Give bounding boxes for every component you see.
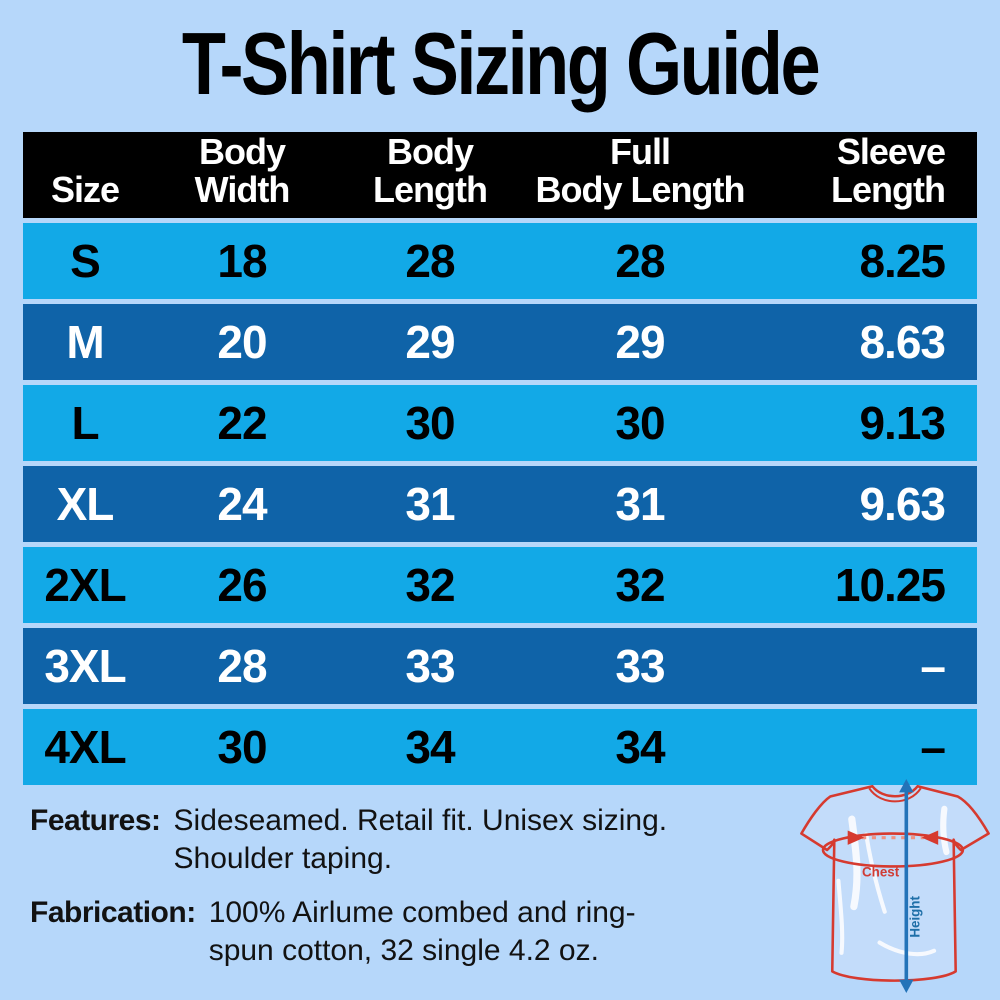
cell-size: M: [66, 316, 104, 368]
features-text: Sideseamed. Retail fit. Unisex sizing. S…: [174, 802, 668, 878]
cell-body-width: 22: [217, 397, 267, 449]
table-header-row: Size Body Width Body Length Full Body Le…: [23, 132, 977, 218]
fabrication-paragraph: Fabrication: 100% Airlume combed and rin…: [30, 894, 775, 970]
fabrication-label: Fabrication:: [30, 896, 196, 929]
cell-sleeve-length: –: [920, 640, 946, 692]
cell-sleeve-length: 9.13: [859, 397, 946, 449]
cell-sleeve-length: 8.63: [859, 316, 946, 368]
cell-body-width: 28: [217, 640, 267, 692]
fabrication-text: 100% Airlume combed and ring- spun cotto…: [209, 894, 636, 970]
cell-size: S: [70, 235, 101, 287]
cell-size: 3XL: [44, 640, 126, 692]
cell-full-body-length: 31: [615, 478, 665, 530]
header-line: Length: [831, 169, 946, 210]
sizing-table: Size Body Width Body Length Full Body Le…: [23, 132, 977, 785]
cell-size: 4XL: [44, 721, 126, 773]
cell-full-body-length: 29: [615, 316, 665, 368]
cell-full-body-length: 32: [615, 559, 665, 611]
cell-sleeve-length: 8.25: [859, 235, 946, 287]
table-row-xl: XL 24 31 31 9.63: [23, 466, 977, 542]
features-paragraph: Features: Sideseamed. Retail fit. Unisex…: [30, 802, 775, 878]
collar-inner-line: [868, 787, 922, 803]
tshirt-measurement-diagram: Chest Height: [800, 779, 990, 993]
cell-size: L: [71, 397, 99, 449]
header-line: Width: [194, 169, 291, 210]
features-line-1: Sideseamed. Retail fit. Unisex sizing.: [173, 804, 668, 837]
cell-body-length: 30: [405, 397, 455, 449]
header-line: Body Length: [535, 169, 746, 210]
table-row-3xl: 3XL 28 33 33 –: [23, 628, 977, 704]
height-label: Height: [908, 896, 923, 938]
cell-body-width: 30: [217, 721, 267, 773]
features-label: Features:: [30, 804, 161, 837]
cell-size: 2XL: [44, 559, 126, 611]
cell-size: XL: [56, 478, 115, 530]
header-line: Size: [50, 169, 120, 210]
header-line: Body: [387, 131, 474, 172]
table-row-m: M 20 29 29 8.63: [23, 304, 977, 380]
header-line: Body: [199, 131, 286, 172]
cell-body-length: 29: [405, 316, 455, 368]
cell-full-body-length: 33: [615, 640, 665, 692]
header-cell-body-width: Body Width: [147, 132, 337, 218]
cell-sleeve-length: 9.63: [859, 478, 946, 530]
fabrication-line-2: spun cotton, 32 single 4.2 oz.: [208, 934, 599, 967]
cell-body-length: 34: [405, 721, 455, 773]
cell-body-width: 20: [217, 316, 267, 368]
cell-full-body-length: 34: [615, 721, 665, 773]
cell-body-length: 33: [405, 640, 455, 692]
cell-full-body-length: 28: [615, 235, 665, 287]
header-cell-body-length: Body Length: [337, 132, 523, 218]
header-cell-sleeve-length: Sleeve Length: [757, 132, 977, 218]
chest-measure-arrow: [821, 830, 965, 868]
chest-label: Chest: [862, 865, 900, 880]
table-row-s: S 18 28 28 8.25: [23, 223, 977, 299]
cell-body-length: 31: [405, 478, 455, 530]
product-details: Features: Sideseamed. Retail fit. Unisex…: [30, 802, 775, 970]
header-cell-full-body-length: Full Body Length: [523, 132, 757, 218]
cell-body-length: 28: [405, 235, 455, 287]
table-row-4xl: 4XL 30 34 34 –: [23, 709, 977, 785]
table-row-2xl: 2XL 26 32 32 10.25: [23, 547, 977, 623]
page-title: T-Shirt Sizing Guide: [0, 0, 1000, 120]
cell-body-width: 24: [217, 478, 267, 530]
cell-full-body-length: 30: [615, 397, 665, 449]
cell-body-width: 18: [217, 235, 267, 287]
page-title-text: T-Shirt Sizing Guide: [181, 14, 821, 113]
features-line-2: Shoulder taping.: [173, 842, 393, 875]
fabrication-line-1: 100% Airlume combed and ring-: [208, 896, 636, 929]
table-row-l: L 22 30 30 9.13: [23, 385, 977, 461]
cell-sleeve-length: 10.25: [834, 559, 946, 611]
cell-body-width: 26: [217, 559, 267, 611]
header-cell-size: Size: [23, 132, 147, 218]
cell-body-length: 32: [405, 559, 455, 611]
header-line: Sleeve: [836, 131, 946, 172]
header-line: Length: [373, 169, 488, 210]
height-measure-arrow: [899, 779, 914, 993]
cell-sleeve-length: –: [920, 721, 946, 773]
header-line: Full: [610, 131, 671, 172]
